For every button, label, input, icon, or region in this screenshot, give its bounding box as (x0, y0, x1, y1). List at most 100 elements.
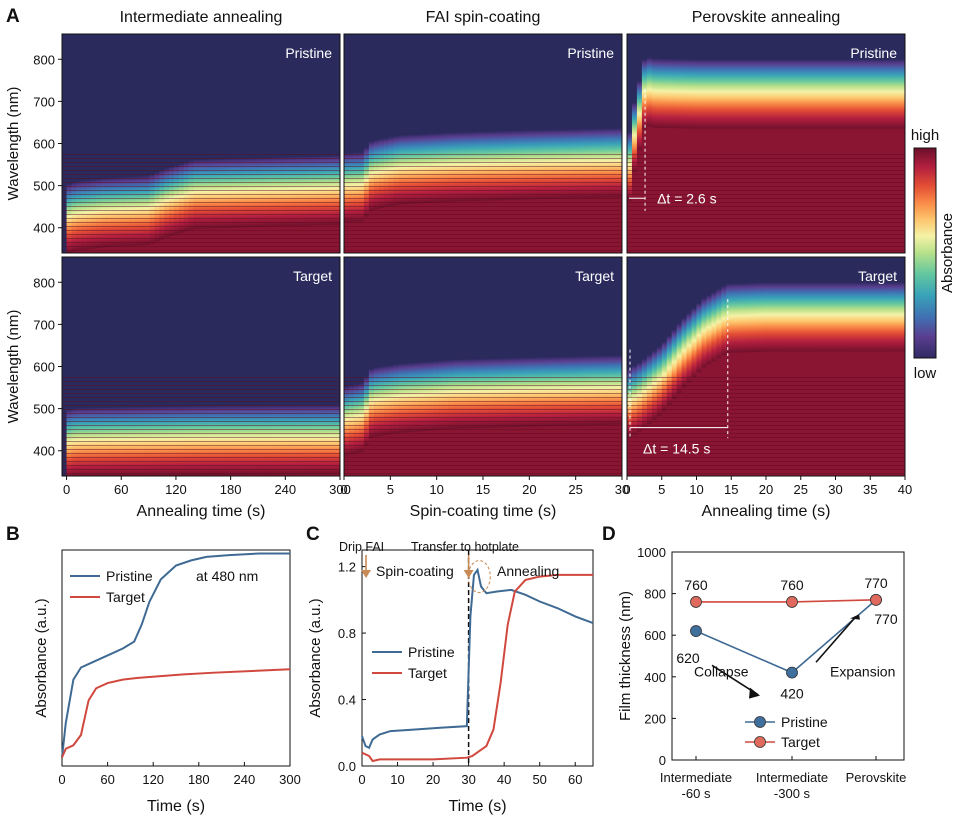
heatmap-dense-slice (208, 474, 214, 476)
heatmap-dense-slice (562, 425, 568, 476)
x-tick-label: 300 (329, 482, 351, 497)
heatmap-band-slice (66, 409, 73, 476)
heatmap-band-slice (825, 59, 832, 130)
heatmap-band-slice (890, 282, 896, 353)
annotation-expansion: Expansion (830, 664, 895, 680)
heatmap-dense-slice (353, 453, 360, 476)
heatmap-band-slice (676, 323, 683, 394)
heatmap-dense-slice (627, 201, 633, 253)
heatmap-dense-slice (208, 228, 214, 253)
heatmap-band-slice (676, 59, 683, 130)
heatmap-dense-slice (300, 474, 307, 476)
heatmap-band-slice (463, 132, 469, 203)
heatmap-dense-slice (383, 434, 390, 476)
heatmap-band-slice (353, 384, 360, 455)
heatmap-dense-slice (468, 428, 474, 476)
legend-marker-d (754, 736, 766, 748)
heatmap-band-slice (512, 130, 519, 201)
heatmap-band-slice (130, 176, 136, 247)
heatmap-band-slice (393, 364, 400, 435)
heatmap-dense-slice (252, 226, 258, 253)
heatmap-band-slice (448, 360, 454, 431)
plot-frame-c (361, 549, 594, 767)
heatmap-dense-slice (266, 226, 273, 253)
heatmap-dense-slice (398, 204, 405, 253)
heatmap-band-slice (830, 59, 837, 130)
heatmap-2-0 (627, 34, 905, 253)
heatmap-dense-slice (746, 352, 752, 476)
heatmap-band-slice (125, 176, 131, 247)
heatmap-band-slice (173, 165, 180, 236)
y-axis-label: Wavelength (nm) (5, 87, 22, 201)
heatmap-band-slice (473, 359, 479, 430)
heatmap-band-slice (71, 182, 77, 253)
heatmap-dense-slice (453, 201, 459, 253)
heatmap-dense-slice (567, 425, 573, 476)
heatmap-band-slice (860, 282, 866, 353)
heatmap-dense-slice (562, 198, 568, 253)
heatmap-dense-slice (325, 224, 331, 253)
heatmap-dense-slice (403, 432, 410, 476)
heatmap-band-slice (552, 356, 559, 427)
heatmap-dense-slice (276, 226, 283, 253)
heatmap-band-slice (300, 156, 307, 227)
heatmap-band-slice (890, 59, 896, 130)
heatmap-band-slice (770, 282, 777, 353)
heatmap-dense-slice (448, 201, 454, 253)
heatmap-band-slice (198, 406, 204, 476)
heatmap-dense-slice (751, 352, 757, 476)
heatmap-dense-slice (681, 387, 688, 476)
heatmap-band-slice (557, 129, 564, 200)
heatmap-dense-slice (602, 424, 608, 476)
heatmap-band-slice (736, 283, 742, 354)
heatmap-band-slice (885, 59, 891, 130)
heatmap-band-slice (86, 180, 92, 251)
heatmap-band-slice (378, 139, 385, 210)
heatmap-band-slice (458, 359, 464, 430)
heatmap-band-slice (532, 130, 539, 201)
y-tick-label: 500 (33, 402, 55, 417)
row-label: Target (575, 268, 614, 284)
heatmap-dense-slice (213, 474, 219, 476)
x-tick-label: 25 (794, 482, 808, 497)
heatmap-band-slice (271, 157, 278, 228)
heatmap-dense-slice (237, 227, 243, 253)
heatmap-band-slice (741, 59, 747, 130)
heatmap-band-slice (256, 157, 263, 228)
heatmap-band-slice (726, 283, 732, 354)
heatmap-band-slice (423, 361, 429, 432)
x-tick-label: 15 (476, 482, 490, 497)
heatmap-dense-slice (646, 126, 653, 253)
heatmap-dense-slice (577, 198, 583, 253)
y-tick-label: 800 (33, 275, 55, 290)
heatmap-band-slice (423, 134, 429, 205)
heatmap-band-slice (636, 81, 643, 152)
heatmap-band-slice (835, 59, 842, 130)
heatmap-dense-slice (335, 474, 340, 476)
heatmap-band-slice (537, 130, 544, 201)
heatmap-dense-slice (173, 234, 180, 253)
heatmap-band-slice (716, 59, 722, 130)
x-tick-label-b: 300 (279, 772, 301, 787)
heatmap-band-slice (408, 363, 415, 434)
heatmap-band-slice (691, 59, 698, 130)
heatmap-band-slice (567, 356, 573, 427)
x-tick-label-b: 180 (188, 772, 210, 787)
expansion-arrow-head (850, 614, 860, 620)
heatmap-band-slice (517, 357, 524, 428)
x-tick-label: 0 (623, 482, 630, 497)
x-tick-label-b: 0 (58, 772, 65, 787)
heatmap-dense-slice (706, 364, 712, 476)
legend-marker-d (754, 716, 766, 728)
heatmap-dense-slice (217, 228, 224, 253)
marker-d-pristine (690, 625, 702, 637)
heatmap-dense-slice (203, 474, 209, 476)
y-tick-label: 600 (33, 137, 55, 152)
y-axis-label: Wavelength (nm) (5, 310, 22, 424)
heatmap-dense-slice (696, 372, 703, 476)
heatmap-band-slice (305, 405, 312, 476)
heatmap-band-slice (266, 405, 273, 476)
heatmap-dense-slice (473, 428, 479, 476)
heatmap-band-slice (348, 153, 355, 224)
heatmap-band-slice (368, 141, 375, 212)
